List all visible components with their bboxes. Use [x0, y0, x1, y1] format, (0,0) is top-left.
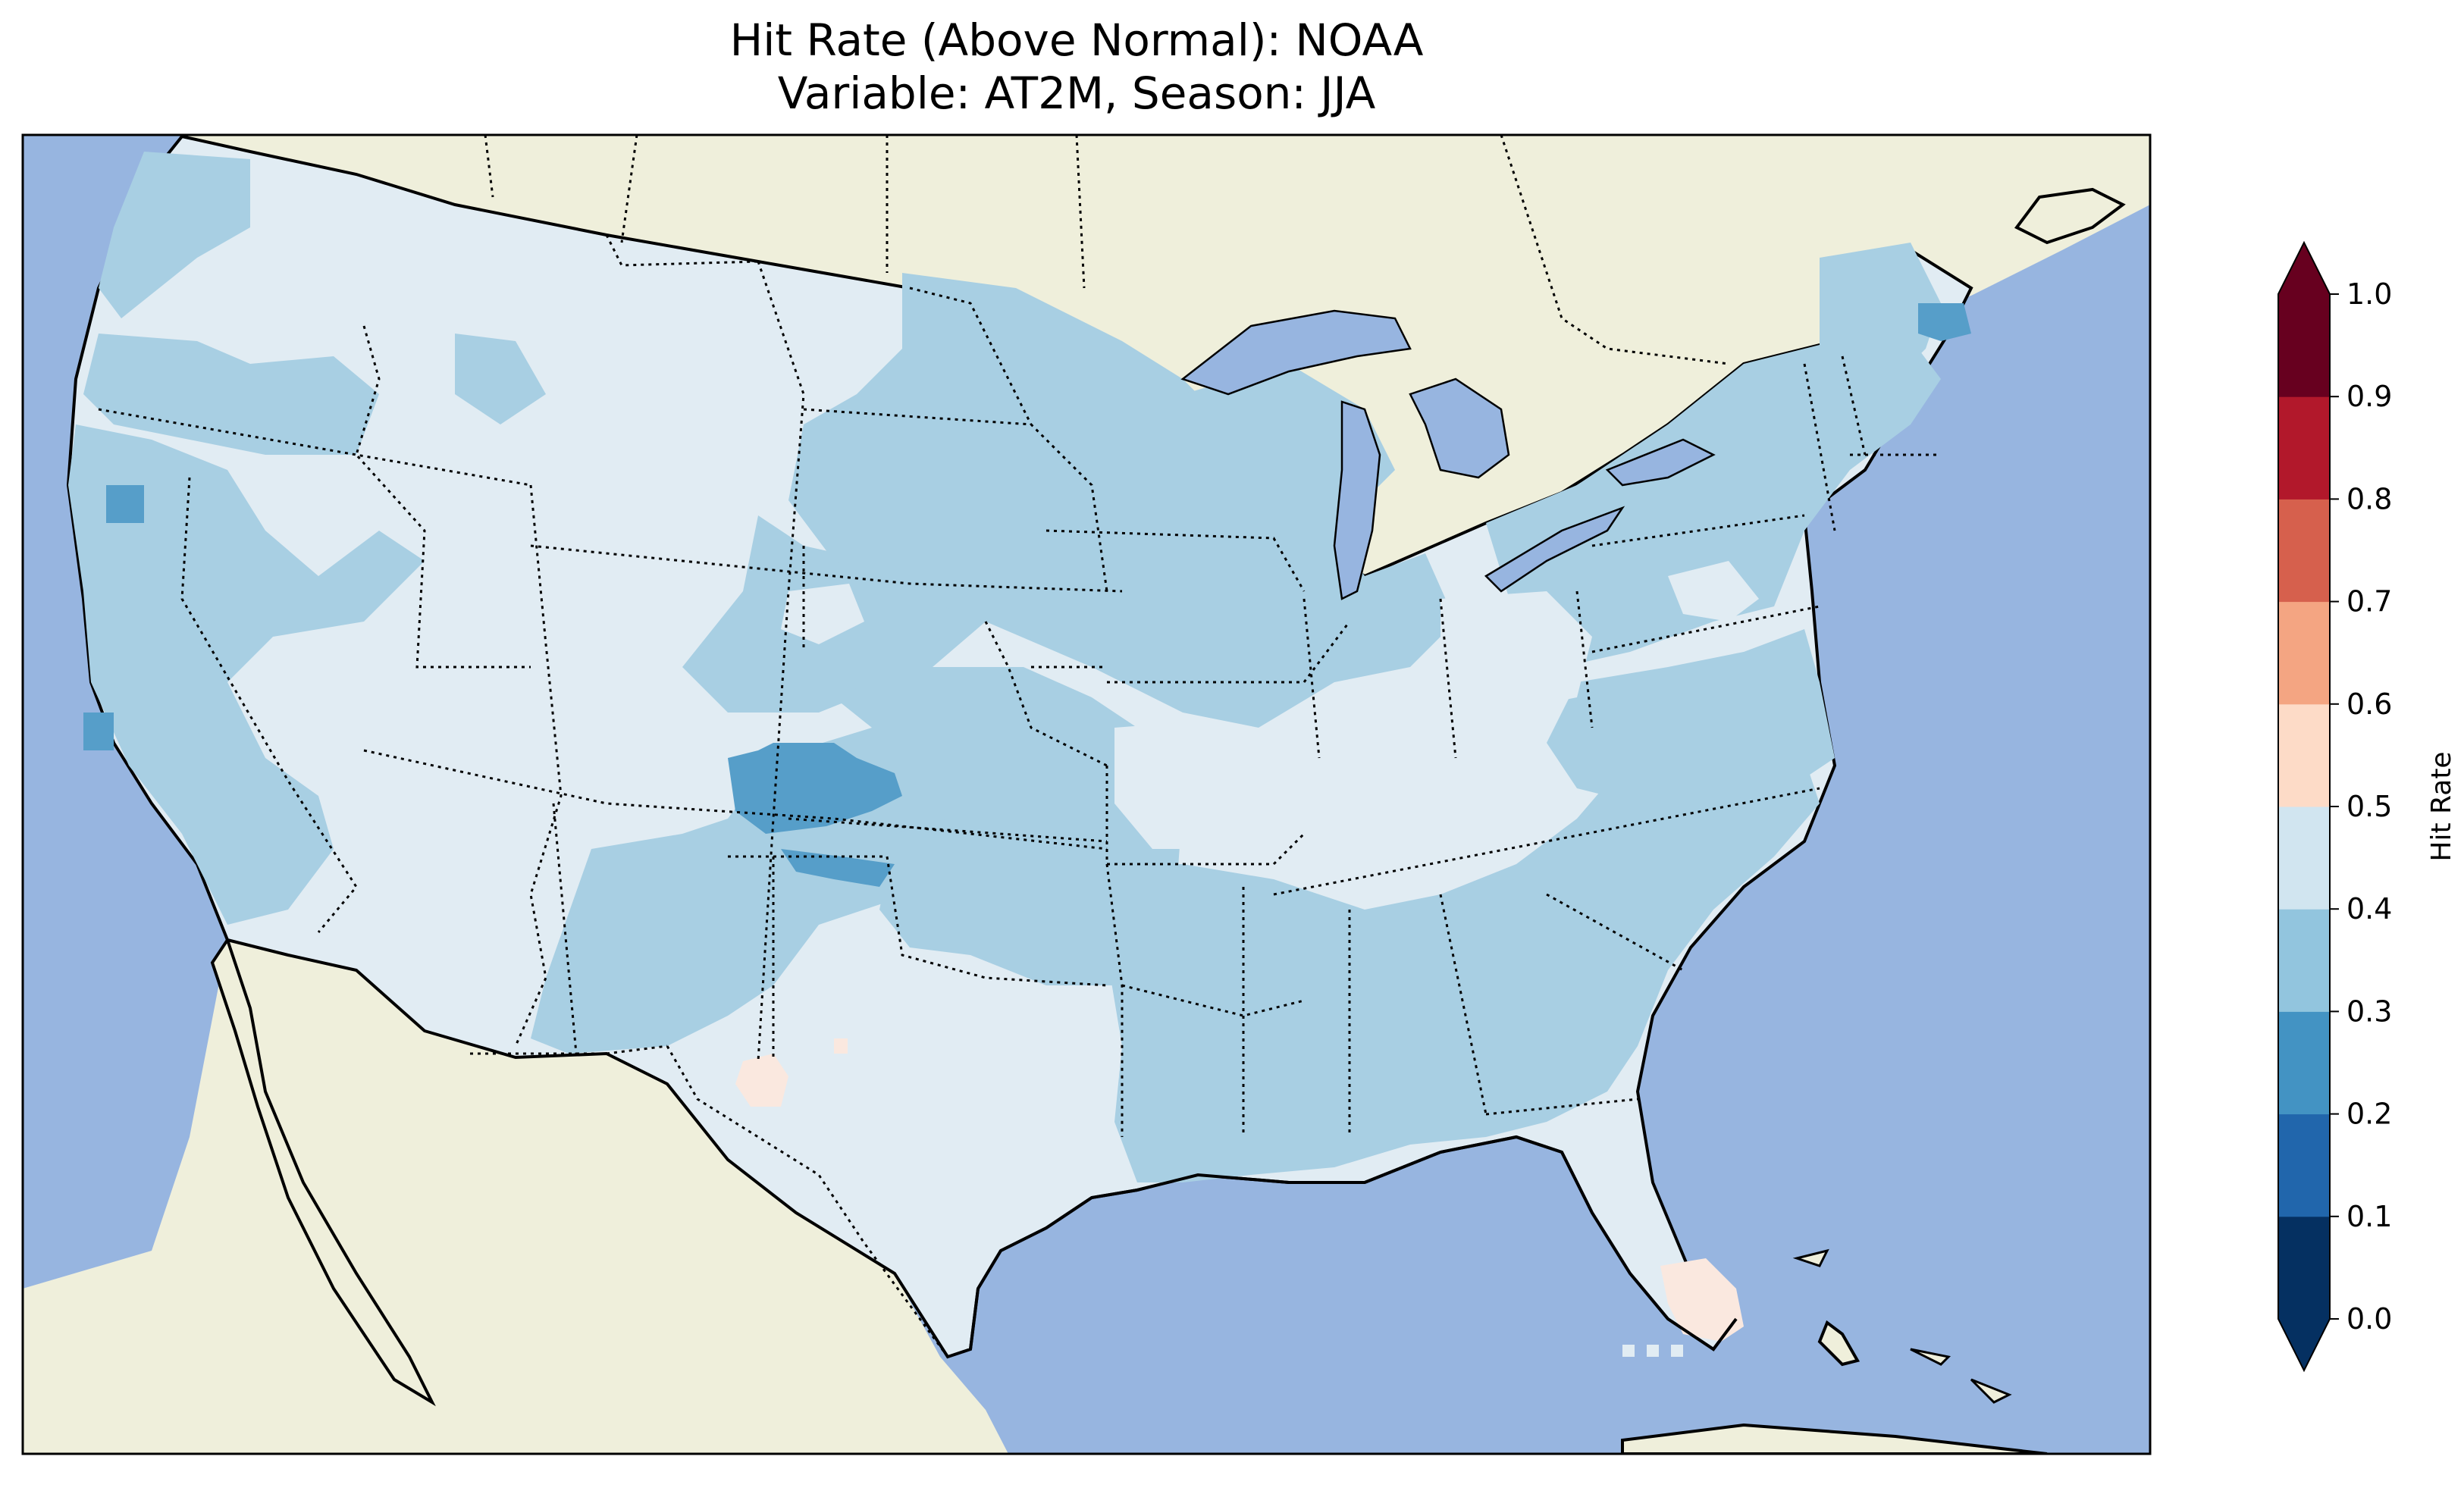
island-1: [1792, 1248, 1829, 1267]
colorbar-tick-label: 0.2: [2346, 1098, 2392, 1131]
bahamas-land: [1817, 1320, 1861, 1367]
region-atlantic: [1547, 629, 1835, 803]
colorbar-tick-label: 0.7: [2346, 585, 2392, 619]
keys-dot-3: [1671, 1345, 1683, 1357]
region-kansas-dark: [728, 743, 902, 834]
colorbar-tick-label: 1.0: [2346, 277, 2392, 311]
mexico-land: [23, 940, 1008, 1454]
colorbar-segment: [2278, 396, 2330, 500]
colorbar-extend-max: [2278, 243, 2330, 294]
region-central-plains: [834, 667, 1183, 985]
baja-land: [210, 936, 436, 1407]
keys-dot-2: [1647, 1345, 1659, 1357]
region-new-england: [1820, 243, 1941, 424]
canada-province-border-5: [1500, 135, 1729, 365]
region-maine-dark: [1918, 303, 1971, 341]
canada-province-border-4: [1075, 135, 1086, 289]
gulf-coastline: [969, 1135, 1738, 1351]
region-great-lakes-east: [1486, 318, 1941, 667]
colorbar-tick-label: 0.9: [2346, 380, 2392, 413]
region-california: [68, 424, 425, 925]
colorbar-segment: [2278, 601, 2330, 705]
colorbar-extend-min: [2278, 1319, 2330, 1370]
colorbar-tick-label: 0.0: [2346, 1302, 2392, 1336]
map-frame: [21, 133, 2152, 1455]
region-southeast: [1107, 713, 1820, 1182]
colorbar-tick-label: 0.8: [2346, 482, 2392, 515]
colorbar-segment: [2278, 294, 2330, 397]
region-oregon: [83, 334, 379, 455]
region-pennsylvania-light: [1668, 561, 1759, 622]
map-title-line-1: Hit Rate (Above Normal): NOAA: [729, 14, 1424, 66]
region-texas-warm: [735, 1054, 788, 1107]
colorbar-segment: [2278, 1113, 2330, 1217]
colorbar-segment: [2278, 1216, 2330, 1320]
region-kentucky-light: [1304, 750, 1531, 864]
canada-province-border-1: [484, 135, 494, 198]
region-idaho: [455, 334, 546, 424]
canada-province-border-2: [620, 135, 638, 243]
colorbar-segment: [2278, 807, 2330, 910]
region-ohio-light: [1440, 591, 1592, 713]
region-pacific-nw: [99, 152, 250, 318]
colorbar-segment: [2278, 909, 2330, 1012]
cuba-land: [1621, 1423, 2048, 1454]
colorbar-tick-label: 0.1: [2346, 1200, 2392, 1233]
colorbar-segment: [2278, 703, 2330, 807]
maritimes-land: [2014, 187, 2126, 245]
island-3: [1970, 1378, 2012, 1404]
keys-dot-1: [1622, 1345, 1635, 1357]
canada-land: [182, 135, 2150, 576]
region-nebraska-pocket: [781, 584, 864, 644]
region-missouri-light: [1114, 720, 1304, 849]
colorbar-tick-label: 0.4: [2346, 892, 2392, 926]
lake-superior: [1180, 309, 1412, 396]
colorbar-tick-label: 0.6: [2346, 687, 2392, 721]
region-dakotas-midwest: [788, 273, 1456, 728]
lake-ontario: [1605, 438, 1716, 487]
map-title-line-2: Variable: AT2M, Season: JJA: [777, 67, 1376, 119]
island-2: [1910, 1348, 1951, 1366]
region-california-dark: [83, 713, 114, 750]
colorbar-tick-label: 0.3: [2346, 994, 2392, 1028]
lake-michigan: [1333, 400, 1381, 600]
colorbar-label: Hit Rate: [2426, 751, 2457, 861]
region-four-corners: [531, 728, 1061, 1054]
region-florida-warm: [1660, 1258, 1744, 1342]
colorbar-tick-label: 0.5: [2346, 790, 2392, 823]
colorbar-segment: [2278, 1011, 2330, 1115]
mexico-border: [470, 1045, 668, 1055]
region-texas-warm-dot: [834, 1038, 848, 1054]
lake-huron: [1409, 377, 1510, 479]
region-oregon-dark: [106, 485, 144, 523]
region-oklahoma-dark: [781, 849, 895, 887]
colorbar-segment: [2278, 499, 2330, 603]
state-borders: [98, 234, 1941, 1358]
lake-erie: [1484, 506, 1625, 593]
